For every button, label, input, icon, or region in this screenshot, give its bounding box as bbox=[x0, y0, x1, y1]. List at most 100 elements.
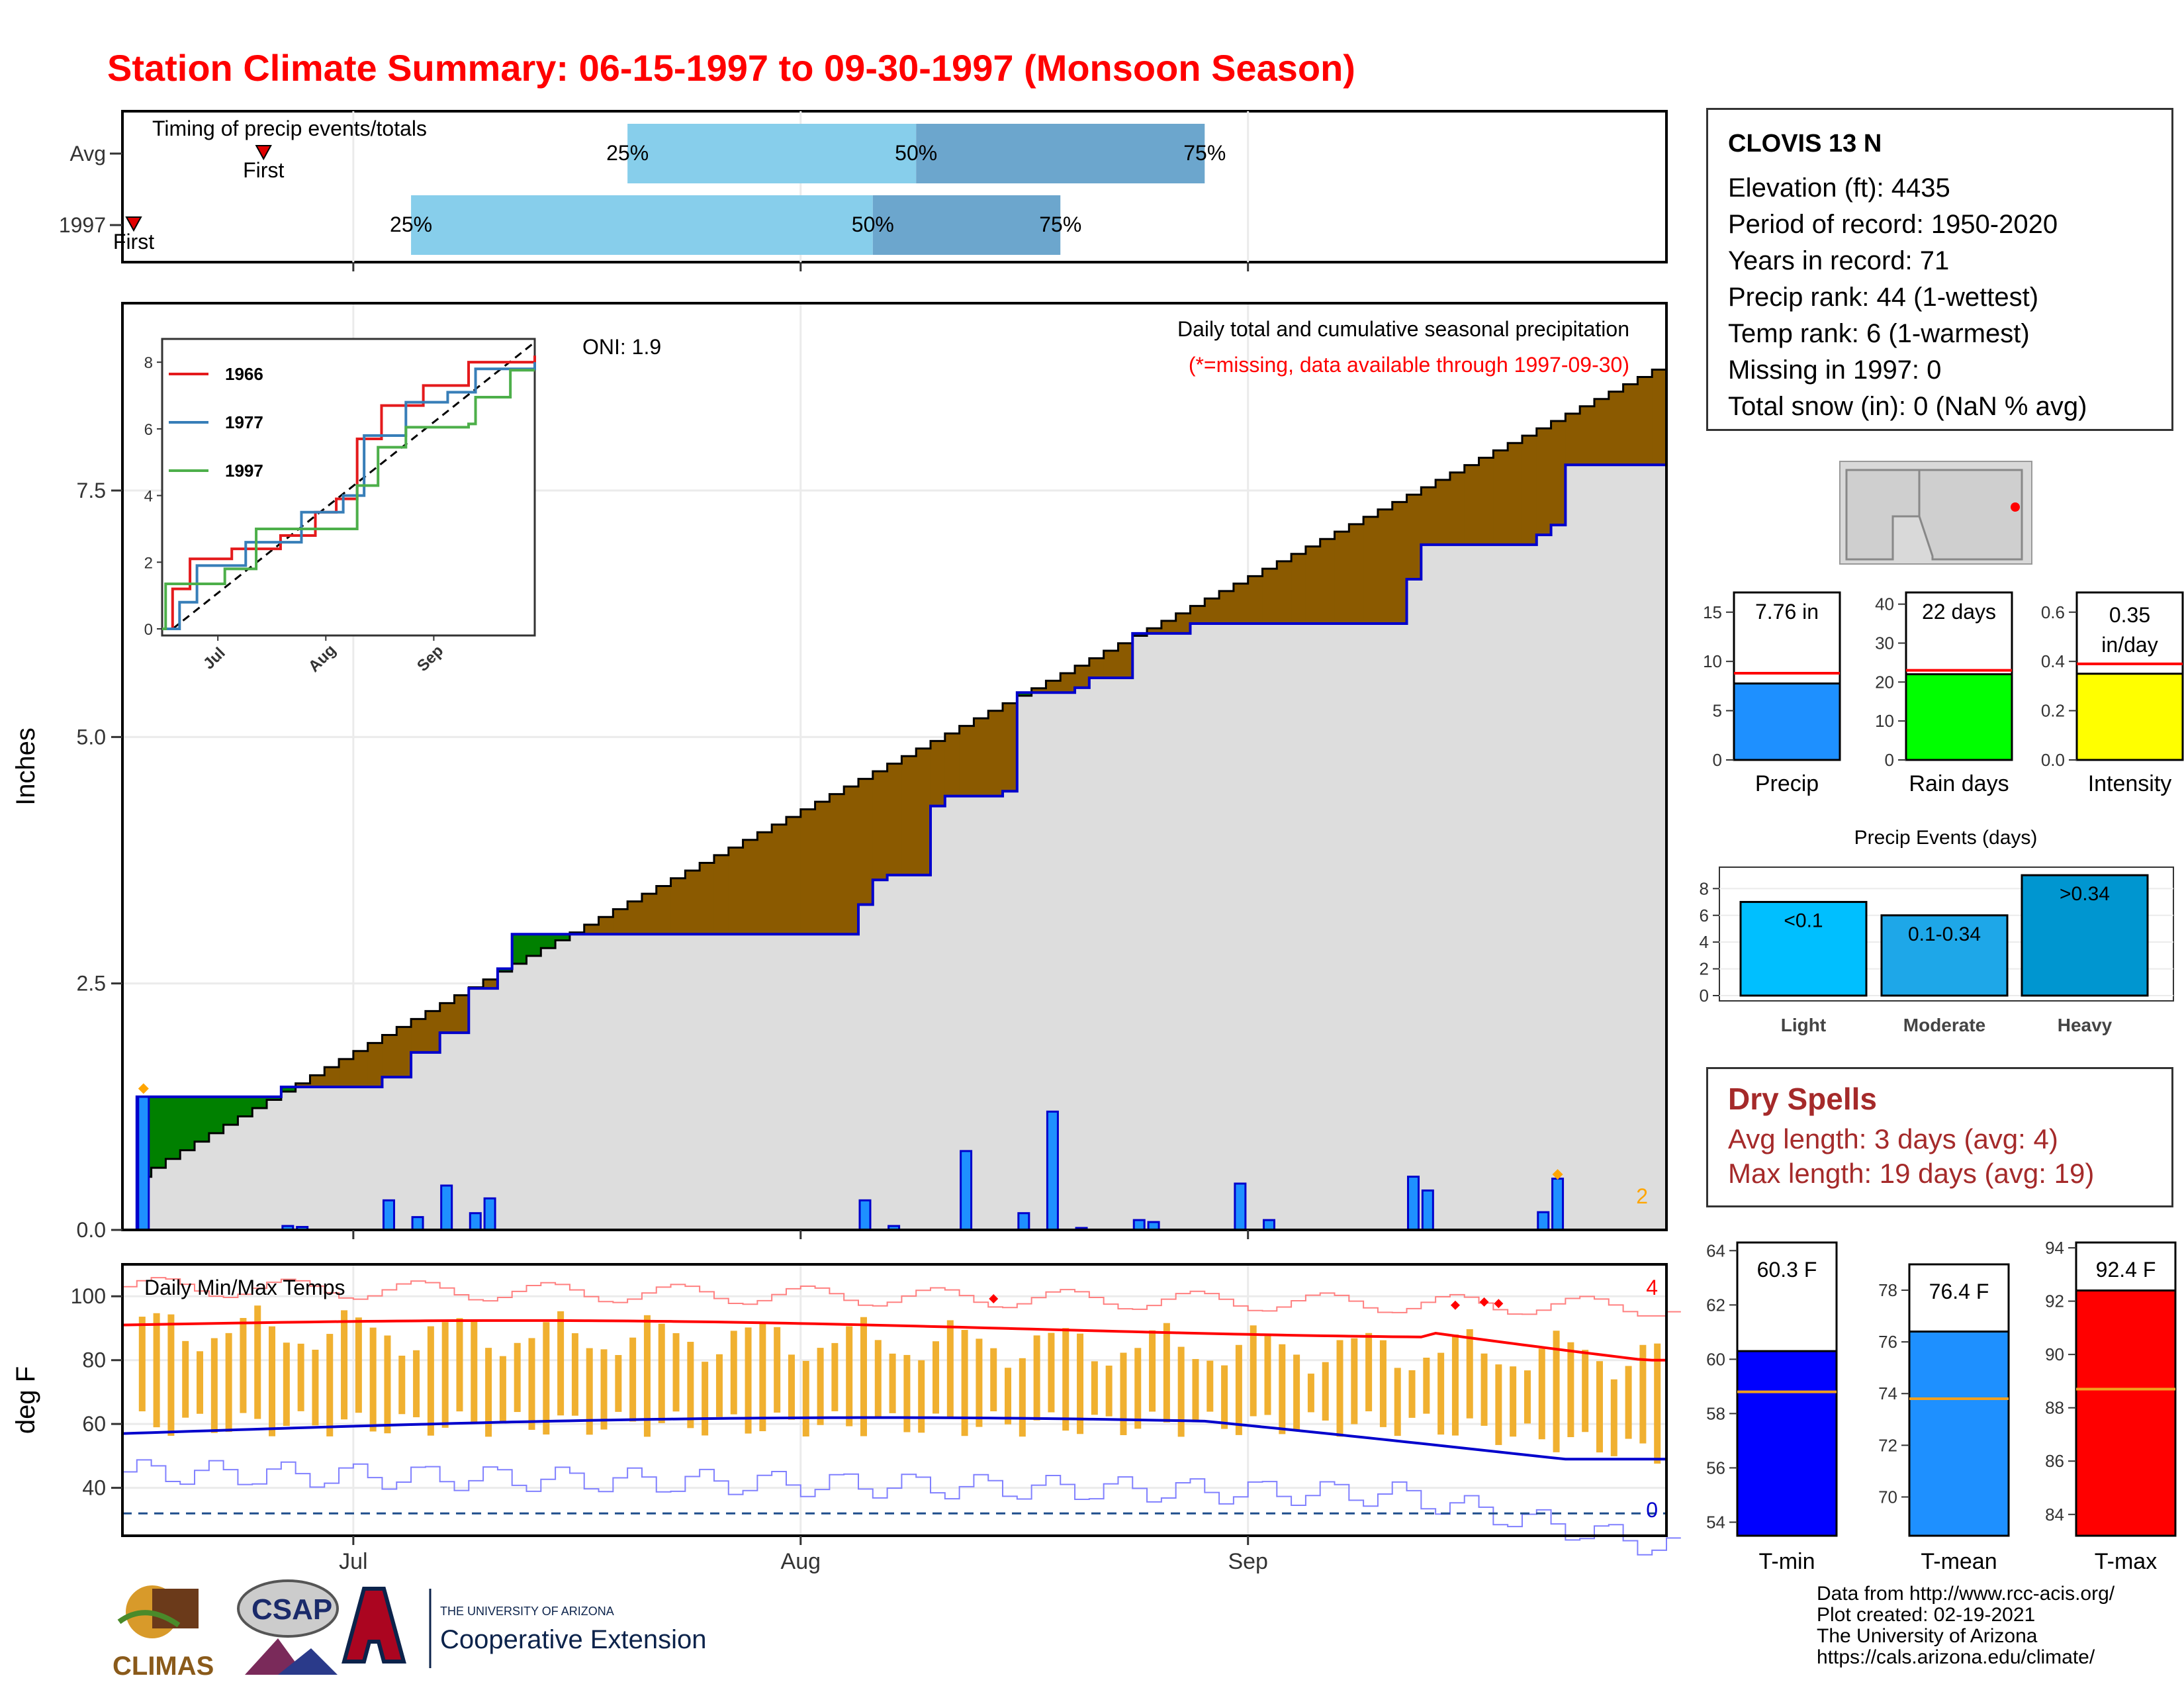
precip-daily-bar bbox=[1537, 1211, 1550, 1231]
temp-daily-bar bbox=[1293, 1354, 1300, 1430]
temp-summary-label: T-min bbox=[1759, 1549, 1815, 1574]
timing-row-label: Avg bbox=[69, 142, 106, 165]
summary-bar-ytick-label: 30 bbox=[1875, 633, 1894, 653]
temp-daily-bar bbox=[1625, 1366, 1632, 1439]
temp-daily-bar bbox=[961, 1330, 968, 1436]
temp-daily-bar bbox=[167, 1314, 175, 1436]
temp-daily-bar bbox=[297, 1343, 304, 1411]
precip-diff-fill bbox=[1175, 613, 1191, 633]
timing-first-label: First bbox=[113, 230, 154, 254]
temp-summary-bar-t-mean bbox=[1908, 1331, 2010, 1537]
events-ytick-label: 0 bbox=[1700, 986, 1709, 1006]
csap-text: CSAP bbox=[251, 1593, 332, 1626]
events-category-label: Heavy bbox=[2058, 1015, 2113, 1035]
temp-daily-bar bbox=[903, 1354, 911, 1432]
timing-q25-q50-bar bbox=[627, 124, 917, 183]
precip-diff-fill bbox=[1508, 443, 1523, 545]
temp-daily-bar bbox=[1351, 1338, 1358, 1425]
temp-daily-bar bbox=[485, 1348, 492, 1437]
precip-daily-bar bbox=[1262, 1219, 1275, 1231]
temp-summary-value: 92.4 F bbox=[2096, 1258, 2156, 1282]
temp-daily-bar bbox=[1149, 1330, 1156, 1412]
precip-diff-fill bbox=[411, 1019, 426, 1053]
main-chart: Timing of precip events/totals Avg 25% 50% 7… bbox=[11, 110, 1681, 1574]
temp-daily-bar bbox=[1582, 1350, 1589, 1432]
temp-daily-bar bbox=[1466, 1329, 1473, 1419]
footer-line-url: https://cals.arizona.edu/climate/ bbox=[1817, 1646, 2095, 1668]
summary-bar-ytick-label: 0.2 bbox=[2041, 701, 2065, 721]
precip-diff-fill bbox=[512, 934, 527, 964]
precip-diff-fill bbox=[1565, 413, 1580, 465]
precip-diff-fill bbox=[396, 1027, 412, 1078]
summary-bar-value-unit: in/day bbox=[2101, 633, 2158, 657]
timing-first-marker bbox=[255, 145, 272, 161]
temp-summary-ytick-label: 62 bbox=[1706, 1295, 1725, 1315]
precip-ytick-label: 7.5 bbox=[77, 479, 106, 502]
precip-daily-bar bbox=[858, 1199, 872, 1231]
temp-record-marker bbox=[1479, 1297, 1489, 1307]
temp-summary-ytick-label: 86 bbox=[2045, 1451, 2064, 1471]
temp-daily-bar bbox=[1596, 1361, 1603, 1453]
temp-daily-bar bbox=[1510, 1366, 1517, 1437]
precip-diff-fill bbox=[382, 1035, 397, 1078]
dry-spells-max: Max length: 19 days (avg: 19) bbox=[1728, 1158, 2095, 1189]
ua-logo: THE UNIVERSITY OF ARIZONA Cooperative Ex… bbox=[341, 1587, 706, 1668]
temp-daily-bar bbox=[341, 1310, 348, 1420]
temp-daily-bar bbox=[456, 1318, 463, 1412]
events-ytick-label: 2 bbox=[1700, 959, 1709, 979]
precip-diff-fill bbox=[425, 1011, 441, 1053]
temp-daily-bar bbox=[600, 1349, 608, 1430]
temp-daily-bar bbox=[312, 1349, 319, 1426]
precip-diff-fill bbox=[295, 1083, 310, 1088]
precip-daily-bar bbox=[1234, 1182, 1247, 1231]
temp-daily-bar bbox=[702, 1362, 709, 1436]
temp-daily-bar bbox=[759, 1323, 766, 1432]
inset-series-line-1997 bbox=[162, 369, 535, 630]
temp-daily-bar bbox=[1091, 1361, 1098, 1415]
events-bar bbox=[1739, 901, 1868, 997]
events-title: Precip Events (days) bbox=[1854, 827, 2038, 849]
temp-daily-bar bbox=[413, 1350, 420, 1417]
precip-diff-fill bbox=[1103, 651, 1118, 678]
precip-diff-fill bbox=[1421, 487, 1436, 545]
events-ytick-label: 6 bbox=[1700, 906, 1709, 925]
precip-diff-fill bbox=[772, 824, 787, 935]
precip-diff-fill bbox=[1608, 391, 1624, 465]
temp-daily-bar bbox=[817, 1348, 824, 1425]
temp-summary-ytick-label: 58 bbox=[1706, 1403, 1725, 1423]
precip-diff-fill bbox=[584, 924, 600, 935]
temp-daily-bar bbox=[1423, 1357, 1430, 1414]
summary-bar-intensity bbox=[2075, 673, 2184, 761]
precip-diff-fill bbox=[1219, 590, 1234, 624]
locator-map-nm bbox=[1918, 469, 2023, 561]
temp-daily-bar bbox=[1177, 1346, 1185, 1437]
precip-diff-fill bbox=[887, 763, 902, 875]
temp-daily-bar bbox=[1192, 1359, 1199, 1423]
temp-daily-bar bbox=[225, 1333, 232, 1432]
precip-diff-fill bbox=[208, 1096, 224, 1133]
precip-ylabel: Inches bbox=[11, 727, 40, 806]
temp-daily-bar bbox=[976, 1338, 983, 1427]
station-name: CLOVIS 13 N bbox=[1728, 130, 1882, 158]
precip-diff-fill bbox=[1262, 569, 1277, 624]
temp-daily-bar bbox=[182, 1340, 189, 1418]
temp-summary-ytick-label: 74 bbox=[1878, 1383, 1897, 1403]
precip-diff-fill bbox=[1551, 420, 1566, 526]
temp-daily-bar bbox=[1062, 1328, 1069, 1431]
precip-diff-fill bbox=[1089, 658, 1105, 678]
events-bar-label: >0.34 bbox=[2060, 883, 2110, 905]
footer-line-data: Data from http://www.rcc-acis.org/ bbox=[1817, 1583, 2115, 1605]
timing-first-label: First bbox=[243, 158, 284, 182]
temp-daily-bar bbox=[846, 1326, 853, 1427]
temp-summary-ytick-label: 84 bbox=[2045, 1505, 2064, 1524]
temp-avg-max-line bbox=[122, 1319, 1666, 1362]
precip-daily-bar bbox=[1046, 1110, 1059, 1231]
events-ytick-label: 8 bbox=[1700, 878, 1709, 898]
dry-spells-title: Dry Spells bbox=[1728, 1082, 1877, 1116]
precip-diff-fill bbox=[1406, 494, 1422, 580]
temp-summary-label: T-mean bbox=[1921, 1549, 1997, 1574]
inset-series-line-1977 bbox=[162, 362, 536, 630]
inset-ytick-label: 2 bbox=[144, 554, 153, 572]
x-axis-tick-label: Aug bbox=[781, 1549, 821, 1574]
